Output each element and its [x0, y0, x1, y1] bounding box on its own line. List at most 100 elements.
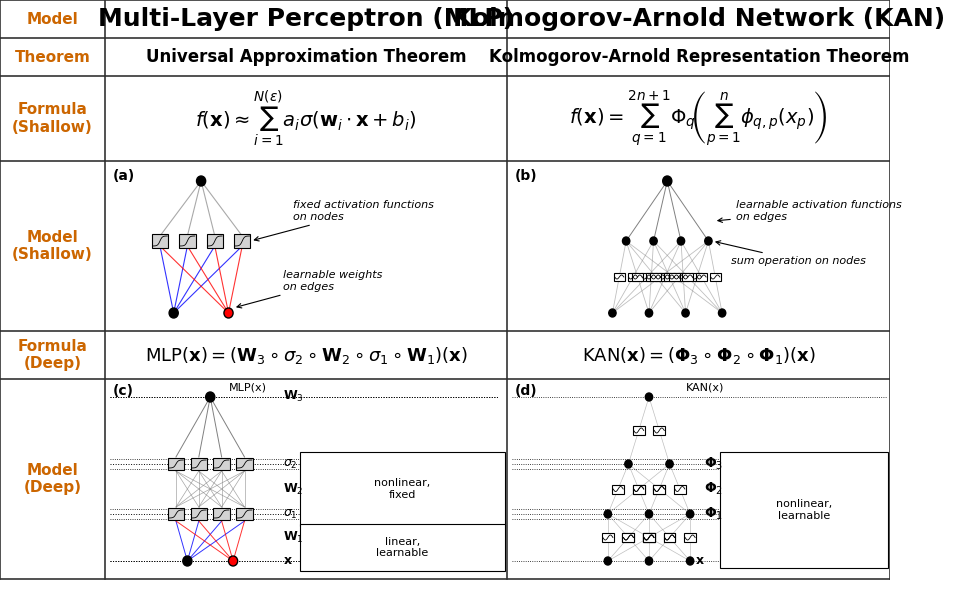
- Text: $\mathrm{MLP}(\mathbf{x}) = (\mathbf{W}_3 \circ \sigma_2 \circ \mathbf{W}_2 \cir: $\mathrm{MLP}(\mathbf{x}) = (\mathbf{W}_…: [145, 345, 468, 365]
- Circle shape: [604, 557, 612, 565]
- Circle shape: [169, 308, 178, 318]
- Circle shape: [206, 392, 215, 402]
- FancyBboxPatch shape: [633, 426, 645, 435]
- Text: Formula
(Shallow): Formula (Shallow): [13, 102, 93, 135]
- Circle shape: [677, 237, 685, 245]
- FancyBboxPatch shape: [654, 484, 665, 493]
- FancyBboxPatch shape: [622, 533, 634, 542]
- Circle shape: [646, 309, 653, 317]
- Text: Theorem: Theorem: [15, 49, 91, 65]
- FancyBboxPatch shape: [152, 234, 169, 248]
- Text: (a): (a): [112, 169, 134, 183]
- FancyBboxPatch shape: [643, 533, 655, 542]
- Text: Kolmogorov-Arnold Representation Theorem: Kolmogorov-Arnold Representation Theorem: [489, 48, 909, 66]
- FancyBboxPatch shape: [614, 273, 624, 281]
- FancyBboxPatch shape: [206, 234, 223, 248]
- Text: $\mathbf{\Phi}_2$: $\mathbf{\Phi}_2$: [704, 481, 723, 497]
- Text: learnable activation functions
on edges: learnable activation functions on edges: [718, 200, 902, 223]
- Text: (c): (c): [112, 384, 133, 398]
- FancyBboxPatch shape: [234, 234, 250, 248]
- Circle shape: [687, 510, 693, 518]
- Text: Multi-Layer Perceptron (MLP): Multi-Layer Perceptron (MLP): [98, 7, 514, 31]
- FancyBboxPatch shape: [659, 273, 670, 281]
- FancyBboxPatch shape: [213, 458, 230, 470]
- FancyBboxPatch shape: [646, 273, 656, 281]
- FancyBboxPatch shape: [191, 458, 207, 470]
- FancyBboxPatch shape: [664, 273, 675, 281]
- FancyBboxPatch shape: [602, 533, 614, 542]
- FancyBboxPatch shape: [213, 508, 230, 520]
- FancyBboxPatch shape: [627, 273, 639, 281]
- FancyBboxPatch shape: [168, 458, 184, 470]
- Text: $\mathbf{x}$: $\mathbf{x}$: [694, 554, 704, 567]
- Text: (d): (d): [514, 384, 538, 398]
- FancyBboxPatch shape: [622, 533, 634, 542]
- FancyBboxPatch shape: [663, 533, 676, 542]
- Circle shape: [650, 237, 657, 245]
- FancyBboxPatch shape: [179, 234, 196, 248]
- FancyBboxPatch shape: [673, 273, 684, 281]
- Circle shape: [646, 393, 653, 401]
- Text: Universal Approximation Theorem: Universal Approximation Theorem: [146, 48, 467, 66]
- FancyBboxPatch shape: [643, 533, 655, 542]
- FancyBboxPatch shape: [633, 484, 645, 493]
- Text: Model: Model: [26, 12, 79, 26]
- Circle shape: [183, 556, 192, 566]
- FancyBboxPatch shape: [632, 273, 643, 281]
- FancyBboxPatch shape: [692, 273, 702, 281]
- Circle shape: [609, 309, 617, 317]
- Text: $\mathbf{\Phi}_3$: $\mathbf{\Phi}_3$: [704, 456, 723, 472]
- Text: linear,
learnable: linear, learnable: [376, 537, 429, 558]
- FancyBboxPatch shape: [684, 533, 696, 542]
- Text: Model
(Shallow): Model (Shallow): [13, 230, 93, 262]
- FancyBboxPatch shape: [710, 273, 721, 281]
- Circle shape: [229, 556, 238, 566]
- FancyBboxPatch shape: [300, 452, 505, 526]
- Circle shape: [646, 557, 653, 565]
- Text: $\mathbf{W}_3$: $\mathbf{W}_3$: [283, 389, 304, 404]
- Circle shape: [682, 309, 690, 317]
- Text: Formula
(Deep): Formula (Deep): [18, 339, 88, 371]
- FancyBboxPatch shape: [633, 484, 645, 493]
- FancyBboxPatch shape: [168, 508, 184, 520]
- Text: $f(\mathbf{x}) = \sum_{q=1}^{2n+1} \Phi_q\!\left(\sum_{p=1}^{n} \phi_{q,p}(x_p)\: $f(\mathbf{x}) = \sum_{q=1}^{2n+1} \Phi_…: [570, 88, 828, 148]
- Text: Model
(Deep): Model (Deep): [23, 463, 82, 495]
- FancyBboxPatch shape: [191, 508, 207, 520]
- FancyBboxPatch shape: [641, 273, 653, 281]
- Text: fixed activation functions
on nodes: fixed activation functions on nodes: [254, 200, 433, 241]
- Text: (b): (b): [514, 169, 538, 183]
- Text: $\mathbf{\Phi}_1$: $\mathbf{\Phi}_1$: [704, 506, 723, 522]
- Text: $\sigma_1$: $\sigma_1$: [283, 508, 298, 520]
- Text: MLP(x): MLP(x): [229, 382, 267, 392]
- FancyBboxPatch shape: [655, 273, 666, 281]
- Text: $f(\mathbf{x}) \approx \sum_{i=1}^{N(\epsilon)} a_i\sigma(\mathbf{w}_i \cdot \ma: $f(\mathbf{x}) \approx \sum_{i=1}^{N(\ep…: [196, 88, 417, 149]
- Circle shape: [624, 460, 632, 468]
- Circle shape: [705, 237, 712, 245]
- Text: $\mathrm{KAN}(\mathbf{x}) = (\mathbf{\Phi}_3 \circ \mathbf{\Phi}_2 \circ \mathbf: $\mathrm{KAN}(\mathbf{x}) = (\mathbf{\Ph…: [581, 345, 816, 365]
- FancyBboxPatch shape: [683, 273, 693, 281]
- FancyBboxPatch shape: [654, 426, 665, 435]
- Text: $\mathbf{W}_1$: $\mathbf{W}_1$: [283, 530, 304, 545]
- Text: KAN(x): KAN(x): [686, 382, 724, 392]
- Text: $\mathbf{W}_2$: $\mathbf{W}_2$: [283, 481, 304, 497]
- FancyBboxPatch shape: [696, 273, 707, 281]
- FancyBboxPatch shape: [674, 484, 686, 493]
- FancyBboxPatch shape: [237, 508, 252, 520]
- Circle shape: [666, 460, 673, 468]
- Text: learnable weights
on edges: learnable weights on edges: [237, 270, 383, 308]
- Circle shape: [646, 510, 653, 518]
- Circle shape: [662, 176, 672, 186]
- FancyBboxPatch shape: [651, 273, 661, 281]
- FancyBboxPatch shape: [613, 484, 624, 493]
- Text: sum operation on nodes: sum operation on nodes: [716, 241, 866, 266]
- Text: nonlinear,
fixed: nonlinear, fixed: [374, 478, 431, 500]
- Circle shape: [197, 176, 206, 186]
- FancyBboxPatch shape: [721, 452, 887, 568]
- FancyBboxPatch shape: [300, 524, 505, 571]
- FancyBboxPatch shape: [668, 273, 680, 281]
- Circle shape: [224, 308, 233, 318]
- FancyBboxPatch shape: [663, 533, 676, 542]
- FancyBboxPatch shape: [643, 533, 655, 542]
- Text: nonlinear,
learnable: nonlinear, learnable: [776, 499, 832, 521]
- Circle shape: [622, 237, 630, 245]
